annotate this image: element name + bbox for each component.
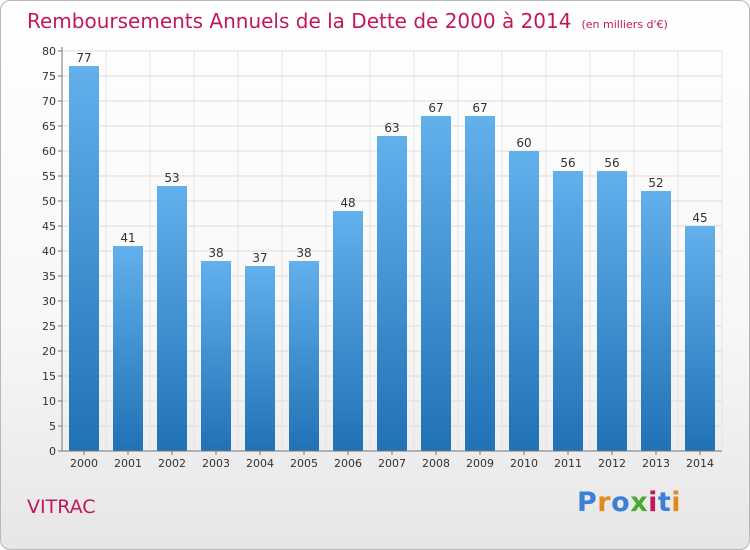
x-tick-label: 2002: [158, 457, 186, 470]
x-tick-label: 2005: [290, 457, 318, 470]
x-tick-label: 2013: [642, 457, 670, 470]
logo-letter: x: [630, 487, 649, 518]
axes: 0 5 10 15 20 25 30 35 40 45 50 55 60 65 70 75 80: [42, 45, 722, 458]
x-tick-label: 2010: [510, 457, 538, 470]
x-tick-label: 2012: [598, 457, 626, 470]
bar-value-label: 56: [604, 156, 619, 170]
logo-letter: i: [671, 487, 682, 518]
x-tick-label: 2008: [422, 457, 450, 470]
chart-title-text: Remboursements Annuels de la Dette de 20…: [27, 9, 572, 33]
bar-value-label: 53: [164, 171, 179, 185]
logo-letter: t: [657, 487, 672, 518]
bar-value-label: 67: [472, 101, 487, 115]
bar-value-label: 38: [208, 246, 223, 260]
logo-letter: i: [648, 487, 658, 518]
bar-value-label: 45: [692, 211, 707, 225]
y-tick-label: 30: [42, 295, 56, 308]
bar: [509, 151, 539, 451]
x-tick-label: 2001: [114, 457, 142, 470]
y-tick-label: 0: [49, 445, 56, 458]
y-tick-label: 25: [42, 320, 56, 333]
y-tick-label: 40: [42, 245, 56, 258]
bar: [377, 136, 407, 451]
x-tick-label: 2011: [554, 457, 582, 470]
bar: [157, 186, 187, 451]
x-tick-label: 2000: [70, 457, 98, 470]
bar: [245, 266, 275, 451]
y-tick-label: 10: [42, 395, 56, 408]
bar-value-label: 67: [428, 101, 443, 115]
y-tick-label: 70: [42, 95, 56, 108]
x-tick-label: 2009: [466, 457, 494, 470]
y-tick-label: 60: [42, 145, 56, 158]
x-tick-label: 2006: [334, 457, 362, 470]
bar: [641, 191, 671, 451]
labels: 77 2000 41 2001 53 2002 38 2003 37 2004 38 2005 48 20…: [70, 51, 714, 470]
bars: [69, 66, 715, 451]
y-tick-label: 50: [42, 195, 56, 208]
city-name: VITRAC: [27, 496, 96, 518]
x-tick-label: 2014: [686, 457, 714, 470]
x-tick-label: 2004: [246, 457, 274, 470]
bar: [201, 261, 231, 451]
bar: [333, 211, 363, 451]
bar-value-label: 60: [516, 136, 531, 150]
y-tick-label: 15: [42, 370, 56, 383]
bar: [465, 116, 495, 451]
bar: [553, 171, 583, 451]
chart-title: Remboursements Annuels de la Dette de 20…: [27, 9, 668, 33]
y-tick-label: 80: [42, 45, 56, 58]
y-tick-label: 55: [42, 170, 56, 183]
y-tick-label: 75: [42, 70, 56, 83]
bar: [69, 66, 99, 451]
bar: [113, 246, 143, 451]
bar-value-label: 38: [296, 246, 311, 260]
bar-value-label: 41: [120, 231, 135, 245]
logo-letter: r: [597, 487, 612, 518]
bar-value-label: 37: [252, 251, 267, 265]
bar-value-label: 52: [648, 176, 663, 190]
y-tick-label: 20: [42, 345, 56, 358]
proxiti-logo[interactable]: Proxiti: [577, 487, 681, 518]
bar-value-label: 56: [560, 156, 575, 170]
bar: [685, 226, 715, 451]
x-tick-label: 2003: [202, 457, 230, 470]
logo-letter: o: [611, 487, 631, 518]
bar-value-label: 63: [384, 121, 399, 135]
bar: [421, 116, 451, 451]
y-tick-label: 45: [42, 220, 56, 233]
chart-subtitle: (en milliers d'€): [581, 18, 668, 31]
bar: [597, 171, 627, 451]
x-tick-label: 2007: [378, 457, 406, 470]
y-tick-label: 5: [49, 420, 56, 433]
bar-value-label: 48: [340, 196, 355, 210]
y-tick-label: 65: [42, 120, 56, 133]
y-tick-label: 35: [42, 270, 56, 283]
logo-letter: P: [577, 487, 598, 518]
bar-value-label: 77: [76, 51, 91, 65]
bar: [289, 261, 319, 451]
